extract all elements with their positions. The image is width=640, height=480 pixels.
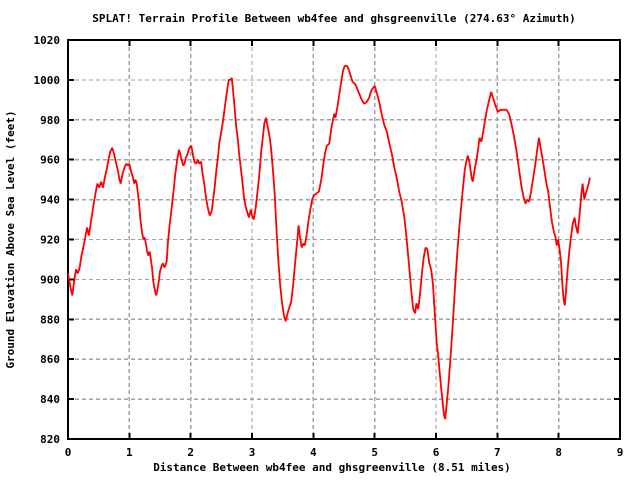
x-tick-label: 7	[494, 446, 501, 459]
x-tick-label: 2	[187, 446, 194, 459]
x-axis-label: Distance Between wb4fee and ghsgreenvill…	[153, 461, 511, 474]
axis-ticks	[67, 39, 621, 440]
y-tick-label: 1020	[34, 34, 61, 47]
x-tick-label: 4	[310, 446, 317, 459]
y-axis-label: Ground Elevation Above Sea Level (feet)	[4, 110, 17, 368]
y-tick-label: 860	[40, 353, 60, 366]
y-tick-label: 820	[40, 433, 60, 446]
y-tick-label: 980	[40, 114, 60, 127]
x-tick-label: 9	[617, 446, 624, 459]
x-tick-label: 5	[371, 446, 378, 459]
terrain-profile-line	[67, 65, 591, 420]
x-tick-label: 1	[126, 446, 133, 459]
x-tick-label: 0	[65, 446, 72, 459]
grid-lines	[68, 40, 620, 439]
y-tick-label: 920	[40, 234, 60, 247]
y-tick-label: 900	[40, 273, 60, 286]
axis-labels: 820 840 860 880 900 920 940 960 980 1000 1020 0 1 2 3 4…	[4, 12, 623, 474]
x-tick-label: 8	[555, 446, 562, 459]
y-tick-label: 840	[40, 393, 60, 406]
y-tick-label: 1000	[34, 74, 61, 87]
y-tick-label: 940	[40, 194, 60, 207]
x-tick-label: 6	[433, 446, 440, 459]
y-tick-label: 960	[40, 154, 60, 167]
x-tick-label: 3	[249, 446, 256, 459]
chart-title: SPLAT! Terrain Profile Between wb4fee an…	[92, 12, 575, 25]
y-tick-label: 880	[40, 313, 60, 326]
